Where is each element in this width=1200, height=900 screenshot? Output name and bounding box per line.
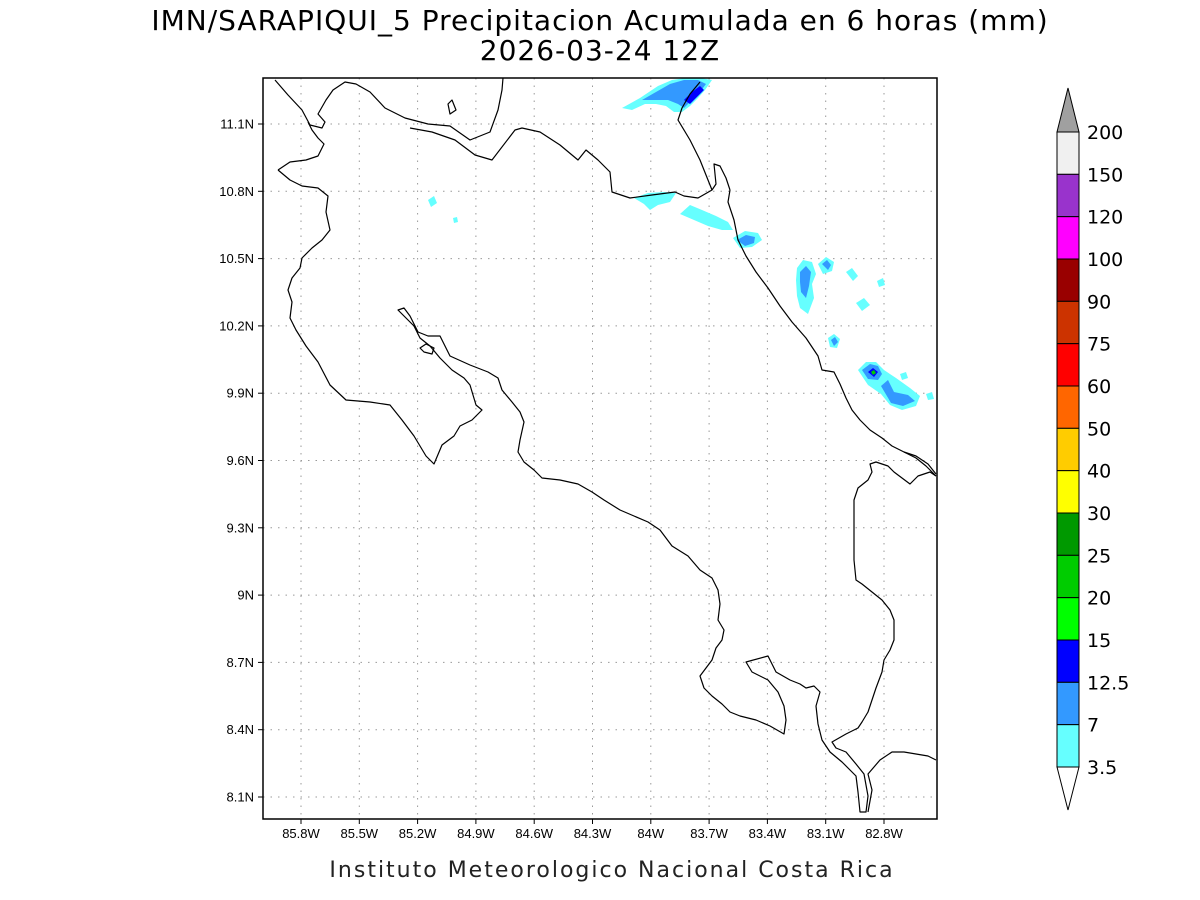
colorbar-level-label: 90	[1087, 291, 1111, 313]
precip-area-limon-north-core	[800, 266, 811, 298]
lat-tick-label: 11.1N	[220, 117, 254, 132]
lon-tick-label: 82.8W	[865, 826, 903, 841]
colorbar-upper-arrow	[1056, 87, 1080, 133]
colorbar-level-label: 200	[1087, 122, 1123, 144]
lat-tick-label: 10.2N	[219, 318, 254, 333]
lat-tick-label: 10.5N	[219, 251, 254, 266]
colorbar-level-label: 20	[1087, 588, 1111, 610]
colorbar-level-label: 100	[1087, 249, 1123, 271]
colorbar-segment	[1056, 681, 1080, 726]
colorbar-level-label: 15	[1087, 630, 1111, 652]
island-chira	[419, 343, 435, 355]
colorbar-segment	[1056, 300, 1080, 345]
colorbar-level-label: 30	[1087, 503, 1111, 525]
colorbar-segment	[1056, 724, 1080, 768]
precip-area-nicaragua-peak	[684, 86, 704, 104]
colorbar-segment	[1056, 427, 1080, 472]
colorbar-segment	[1056, 131, 1080, 175]
coastline-pacific-north	[277, 121, 325, 171]
coastline-caribbean	[727, 189, 937, 477]
island-lake-nicaragua	[447, 99, 457, 115]
credit-text: Instituto Meteorologico Nacional Costa R…	[329, 858, 894, 883]
precip-area-guanacaste-b	[453, 217, 458, 223]
precipitation-field	[428, 78, 934, 410]
colorbar-lower-arrow	[1056, 766, 1080, 811]
longitude-axis: 85.8W 85.5W 85.2W 84.9W 84.6W 84.3W 84W 83.7W 83…	[282, 819, 904, 841]
colorbar-level-label: 7	[1087, 715, 1099, 737]
colorbar-level-label: 40	[1087, 461, 1111, 483]
lon-tick-label: 84.6W	[515, 826, 553, 841]
lon-tick-label: 85.2W	[399, 826, 437, 841]
coastline-san-juan-river	[677, 81, 713, 191]
colorbar-level-label: 50	[1087, 418, 1111, 440]
latitude-axis: 11.1N 10.8N 10.5N 10.2N 9.9N 9.6N 9.3N 9N 8.7N 8.…	[219, 117, 263, 805]
map-title: IMN/SARAPIQUI_5 Precipitacion Acumulada …	[151, 4, 1048, 37]
lat-tick-label: 8.4N	[227, 722, 254, 737]
colorbar-level-label: 3.5	[1087, 757, 1117, 779]
colorbar: 3.5 7 12.5 15 20 25 30 40 50 60 75 90 100 120 150 200	[1056, 87, 1129, 811]
grid-lines	[263, 78, 937, 819]
colorbar-segment	[1056, 554, 1080, 599]
colorbar-segment	[1056, 173, 1080, 218]
colorbar-segment	[1056, 216, 1080, 260]
colorbar-level-label: 150	[1087, 164, 1123, 186]
lat-tick-label: 8.7N	[227, 655, 254, 670]
colorbar-level-label: 60	[1087, 376, 1111, 398]
precip-area-cahuita-edge	[900, 372, 908, 380]
coastline-nicaragua-lake-shore	[274, 77, 504, 141]
lon-tick-label: 85.5W	[341, 826, 379, 841]
colorbar-level-label: 12.5	[1087, 672, 1129, 694]
lon-tick-label: 85.8W	[282, 826, 320, 841]
lon-tick-label: 84W	[637, 826, 664, 841]
colorbar-segment	[1056, 258, 1080, 302]
colorbar-level-label: 75	[1087, 334, 1111, 356]
precip-area-east-edge	[926, 392, 934, 400]
lat-tick-label: 9.6N	[227, 453, 254, 468]
lon-tick-label: 83.4W	[749, 826, 787, 841]
colorbar-segment	[1056, 470, 1080, 514]
lon-tick-label: 83.7W	[690, 826, 728, 841]
lat-tick-label: 10.8N	[219, 184, 254, 199]
precip-area-coast-cell-core	[737, 235, 755, 246]
colorbar-level-label: 25	[1087, 545, 1111, 567]
precip-area-guanacaste-a	[428, 196, 437, 207]
coastline-panama-pacific	[867, 751, 937, 813]
lon-tick-label: 84.3W	[574, 826, 612, 841]
precip-area-offshore-cell-c	[877, 278, 885, 287]
lon-tick-label: 84.9W	[457, 826, 495, 841]
lat-tick-label: 9.3N	[227, 520, 254, 535]
colorbar-segment	[1056, 512, 1080, 556]
coastlines	[274, 77, 937, 813]
precip-area-limon-north-cell-core	[822, 260, 831, 270]
coastline-nicoya	[277, 169, 937, 813]
precip-area-coast-small-core	[831, 337, 838, 346]
coastline-panama-caribbean	[903, 451, 937, 475]
precip-area-cahuita-band	[881, 380, 915, 406]
precip-area-offshore-cell-a	[846, 268, 858, 281]
lat-tick-label: 9N	[237, 588, 254, 603]
map-subtitle: 2026-03-24 12Z	[480, 34, 720, 67]
precip-area-coast-band	[680, 205, 733, 230]
lon-tick-label: 83.1W	[807, 826, 845, 841]
colorbar-segment	[1056, 597, 1080, 641]
colorbar-segment	[1056, 639, 1080, 683]
lat-tick-label: 9.9N	[227, 386, 254, 401]
lat-tick-label: 8.1N	[227, 790, 254, 805]
precip-area-cahuita-max	[871, 370, 876, 375]
precip-area-offshore-cell-b	[856, 298, 870, 311]
coastline-nicaragua-border	[409, 127, 731, 199]
map-frame	[262, 77, 938, 820]
colorbar-segment	[1056, 343, 1080, 387]
colorbar-segment	[1056, 385, 1080, 429]
colorbar-level-label: 120	[1087, 207, 1123, 229]
